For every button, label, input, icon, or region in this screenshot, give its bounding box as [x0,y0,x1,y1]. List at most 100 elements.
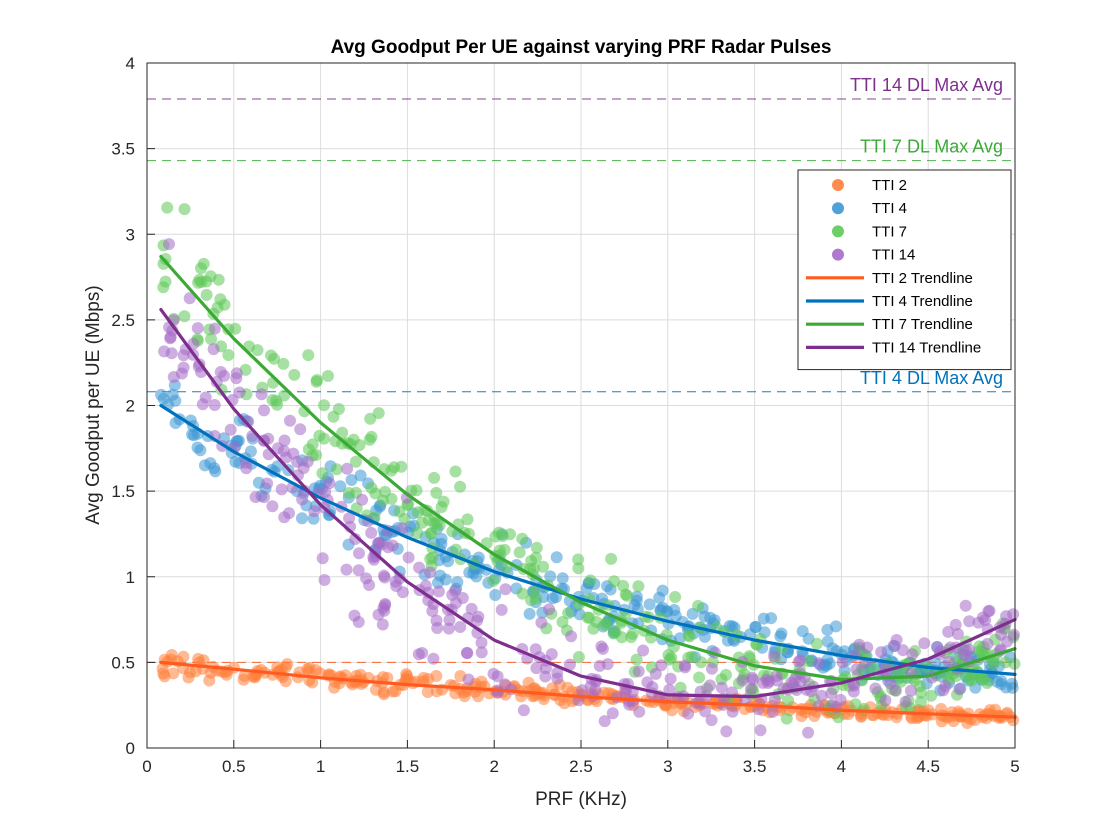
data-point [258,404,270,417]
data-point [1006,681,1019,694]
data-point [277,357,290,370]
data-point [475,675,488,688]
data-point [376,618,389,631]
data-point [417,671,430,684]
data-point [802,726,815,739]
data-point [306,438,319,451]
data-point [356,493,369,506]
data-point [951,628,964,640]
data-point [316,552,329,565]
data-point [421,686,434,698]
data-point [341,462,354,475]
y-tick-label: 3 [126,225,135,244]
data-point [832,711,845,724]
data-point [454,480,467,493]
reference-line-label: TTI 14 DL Max Avg [850,75,1003,95]
data-point [192,276,205,289]
data-point [372,407,385,420]
data-point [444,679,457,692]
data-point [850,663,863,676]
data-point [303,662,316,674]
data-point [825,687,838,700]
data-point [313,429,326,442]
data-point [354,469,367,482]
data-point [165,649,178,661]
data-point [693,671,706,684]
data-point [962,643,975,656]
data-point [350,502,363,515]
data-point [726,705,739,718]
data-point [766,705,779,718]
data-point [715,681,728,694]
x-tick-label: 2 [489,757,498,776]
x-tick-label: 1 [316,757,325,776]
data-point [191,441,204,454]
data-point [963,615,976,628]
data-point [774,630,787,643]
data-point [412,648,425,661]
data-point [345,474,358,486]
data-point [914,680,927,693]
data-point [899,695,912,708]
data-point [607,627,620,640]
data-point [606,707,619,720]
data-point [379,485,391,498]
data-point [537,560,550,573]
data-point [736,674,749,687]
legend: TTI 2 TTI 4 TTI 7 TTI 14 TTI 2 Trendline TTI … [797,169,1012,371]
data-point [229,322,242,335]
data-point [261,477,274,490]
data-point [749,621,762,634]
data-point [424,566,436,579]
data-point [449,465,462,478]
data-point [251,344,264,357]
data-point [428,471,441,484]
data-point [197,257,210,270]
data-point [385,464,398,477]
data-point [377,671,389,684]
data-point [183,292,196,305]
data-point [608,575,621,588]
data-point [705,714,718,727]
data-point [169,394,182,407]
data-point [353,547,365,560]
x-axis-label: PRF (KHz) [535,789,627,810]
legend-entry: TTI 2 [872,177,907,194]
data-point [462,673,475,686]
data-point [663,683,676,696]
data-point [836,656,849,669]
data-point [495,603,508,616]
data-point [365,526,378,539]
scatter-points [155,201,1021,739]
y-axis-label: Avg Goodput per UE (Mbps) [83,285,104,524]
data-point [316,467,329,480]
data-point [884,677,897,690]
data-point [182,671,195,684]
trendlines [159,254,1017,719]
data-point [747,673,759,686]
data-point [879,694,892,707]
data-point [847,685,860,698]
trendline [159,308,1017,699]
data-point [904,684,917,697]
data-point [349,455,362,468]
data-point [186,428,199,441]
data-point [244,445,257,458]
data-point [352,564,365,577]
data-point [796,625,809,638]
data-point [584,574,597,587]
legend-marker [832,179,844,191]
legend-marker [832,248,844,261]
data-point [318,399,330,412]
data-point [302,349,315,362]
data-point [525,554,538,567]
data-point [165,347,178,360]
data-point [296,512,308,525]
data-point [754,724,767,737]
legend-marker [832,202,844,215]
data-point [516,532,529,545]
data-point [233,386,246,399]
data-point [496,530,509,542]
data-point [744,683,757,696]
data-point [431,622,444,634]
